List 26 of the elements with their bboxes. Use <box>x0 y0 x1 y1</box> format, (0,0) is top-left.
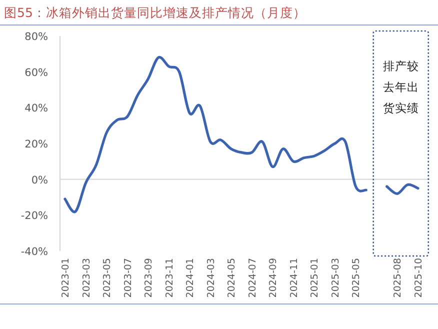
x-tick-label: 2024-03 <box>206 258 217 298</box>
x-tick-label: 2023-09 <box>144 258 155 298</box>
x-tick-label: 2024-11 <box>288 258 300 298</box>
y-tick-label: 60% <box>24 66 48 79</box>
y-tick-label: 40% <box>24 102 48 115</box>
chart-title: 图55：冰箱外销出货量同比增速及排产情况（月度） <box>4 5 306 20</box>
x-tick-label: 2023-11 <box>164 258 176 298</box>
x-tick-label: 2024-01 <box>185 258 196 298</box>
annotation: 排产较去年出货实绩 <box>382 59 419 115</box>
y-tick-label: -40% <box>20 246 48 258</box>
x-tick-label: 2024-05 <box>226 258 238 298</box>
x-tick-label: 2024-07 <box>247 258 258 298</box>
x-tick-label: 2025-10 <box>414 258 424 298</box>
x-tick-label: 2023-01 <box>60 258 72 298</box>
x-tick-label: 2025-05 <box>351 258 362 298</box>
x-tick-label: 2023-07 <box>122 258 134 298</box>
y-tick-label: -20% <box>20 210 48 222</box>
y-tick-label: 80% <box>24 31 48 43</box>
y-tick-label: 20% <box>24 138 48 150</box>
x-tick-label: 2023-05 <box>102 258 114 298</box>
x-tick-label: 2025-03 <box>330 258 342 298</box>
x-tick-label: 2025-08 <box>392 258 404 298</box>
x-tick-label: 2025-01 <box>310 258 321 298</box>
y-tick-label: 0% <box>31 174 48 186</box>
x-tick-label: 2024-09 <box>268 258 280 298</box>
x-tick-label: 2023-03 <box>81 258 92 298</box>
